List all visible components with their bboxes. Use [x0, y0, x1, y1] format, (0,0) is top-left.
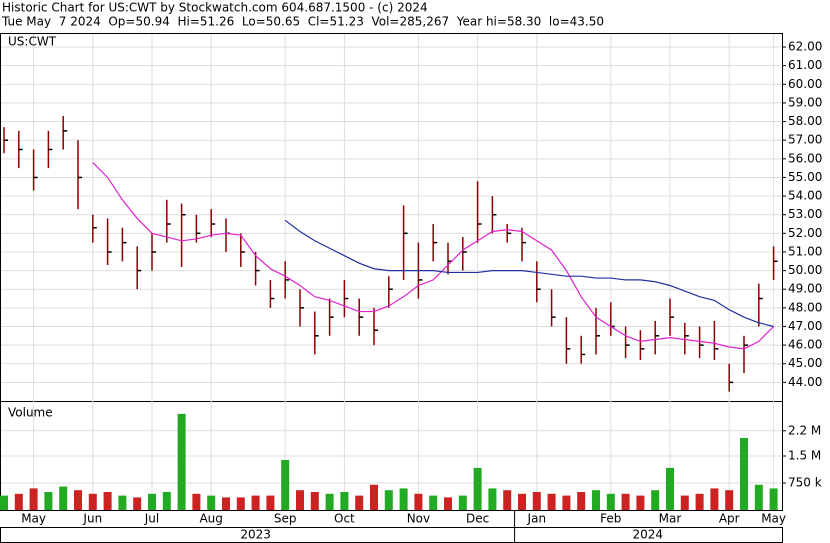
x-tick-label: Apr [719, 512, 740, 526]
volume-bar [148, 493, 156, 510]
volume-bar [103, 492, 112, 510]
moving-average [284, 219, 774, 328]
volume-bar [384, 490, 393, 510]
volume-bar [355, 495, 364, 510]
y-tick-label: 2.2 M [788, 423, 821, 437]
volume-bar [547, 493, 556, 510]
volume-bar [192, 493, 201, 510]
volume-bar [0, 495, 8, 510]
volume-bar [769, 488, 778, 510]
y-tick-label: 61.00 [788, 58, 822, 72]
y-tick-label: 62.00 [788, 40, 822, 54]
y-tick-label: 53.00 [788, 207, 822, 221]
volume-bar [414, 493, 423, 510]
volume-bar [740, 438, 748, 510]
x-tick-label: May [21, 512, 46, 526]
volume-bar [177, 413, 186, 510]
volume-bar [429, 495, 438, 510]
volume-bar [503, 490, 512, 510]
y-tick-label: 58.00 [788, 114, 822, 128]
volume-bar [296, 490, 304, 510]
volume-bar [251, 495, 260, 510]
volume-bar [310, 492, 319, 510]
volume-bar [162, 492, 171, 510]
volume-bar [399, 488, 408, 510]
volume-bar [621, 493, 630, 510]
y-tick-label: 52.00 [788, 226, 822, 240]
volume-bar [725, 490, 734, 510]
year-label: 2023 [240, 528, 271, 542]
volume-bar [207, 495, 216, 510]
volume-bar [592, 490, 600, 510]
y-tick-label: 60.00 [788, 77, 822, 91]
volume-label: Volume [8, 406, 53, 420]
symbol-label: US:CWT [8, 35, 57, 49]
volume-bar [266, 495, 275, 510]
x-tick-label: Jun [82, 512, 102, 526]
volume-bar [754, 484, 763, 510]
volume-bar [325, 493, 334, 510]
volume-bar [44, 492, 53, 510]
volume-bar [14, 493, 23, 510]
volume-bar [29, 488, 38, 510]
volume-bar [680, 495, 689, 510]
volume-bar [281, 459, 290, 510]
y-tick-label: 46.00 [788, 338, 822, 352]
volume-bar [118, 495, 127, 510]
volume-bar [444, 497, 452, 510]
y-tick-label: 57.00 [788, 133, 822, 147]
chart-subtitle: Tue May 7 2024 Op=50.94 Hi=51.26 Lo=50.6… [1, 15, 604, 29]
y-tick-label: 50.00 [788, 263, 822, 277]
plot-frame [0, 33, 783, 511]
volume-bar [606, 493, 615, 510]
volume-bar [488, 488, 497, 510]
x-tick-label: Oct [334, 512, 355, 526]
volume-bar [666, 467, 674, 510]
volume-bar [710, 488, 719, 510]
x-tick-label: Jan [527, 512, 547, 526]
volume-bar [473, 467, 482, 510]
x-tick-label: Sep [274, 512, 297, 526]
volume-bar [695, 493, 704, 510]
y-tick-label: 750 k [788, 476, 822, 490]
moving-average [92, 162, 775, 350]
y-tick-label: 48.00 [788, 300, 822, 314]
volume-bar [562, 495, 571, 510]
volume-bar [74, 490, 82, 510]
chart-title: Historic Chart for US:CWT by Stockwatch.… [2, 1, 428, 15]
y-tick-label: 55.00 [788, 170, 822, 184]
x-tick-label: Jul [144, 512, 159, 526]
volume-bar [636, 495, 645, 510]
y-tick-label: 54.00 [788, 189, 822, 203]
volume-bar [236, 497, 245, 510]
volume-bar [532, 492, 541, 510]
volume-bar [340, 492, 349, 510]
y-tick-label: 56.00 [788, 151, 822, 165]
x-tick-label: Feb [600, 512, 621, 526]
volume-bar [370, 484, 378, 510]
volume-bar [518, 493, 526, 510]
volume-bar [88, 493, 97, 510]
volume-bar [59, 486, 68, 510]
volume-bar [133, 497, 142, 510]
x-tick-label: Aug [199, 512, 222, 526]
year-label: 2024 [633, 528, 664, 542]
y-tick-label: 47.00 [788, 319, 822, 333]
volume-bar [458, 495, 467, 510]
y-tick-label: 51.00 [788, 244, 822, 258]
volume-bar [222, 497, 230, 510]
y-tick-label: 49.00 [788, 282, 822, 296]
x-tick-label: Nov [407, 512, 430, 526]
y-tick-label: 1.5 M [788, 449, 821, 463]
volume-bar [577, 492, 586, 510]
x-tick-label: Dec [466, 512, 489, 526]
y-tick-label: 59.00 [788, 95, 822, 109]
x-tick-label: May [761, 512, 786, 526]
volume-bar [651, 490, 660, 510]
y-tick-label: 45.00 [788, 356, 822, 370]
x-tick-label: Mar [659, 512, 682, 526]
y-tick-label: 44.00 [788, 375, 822, 389]
